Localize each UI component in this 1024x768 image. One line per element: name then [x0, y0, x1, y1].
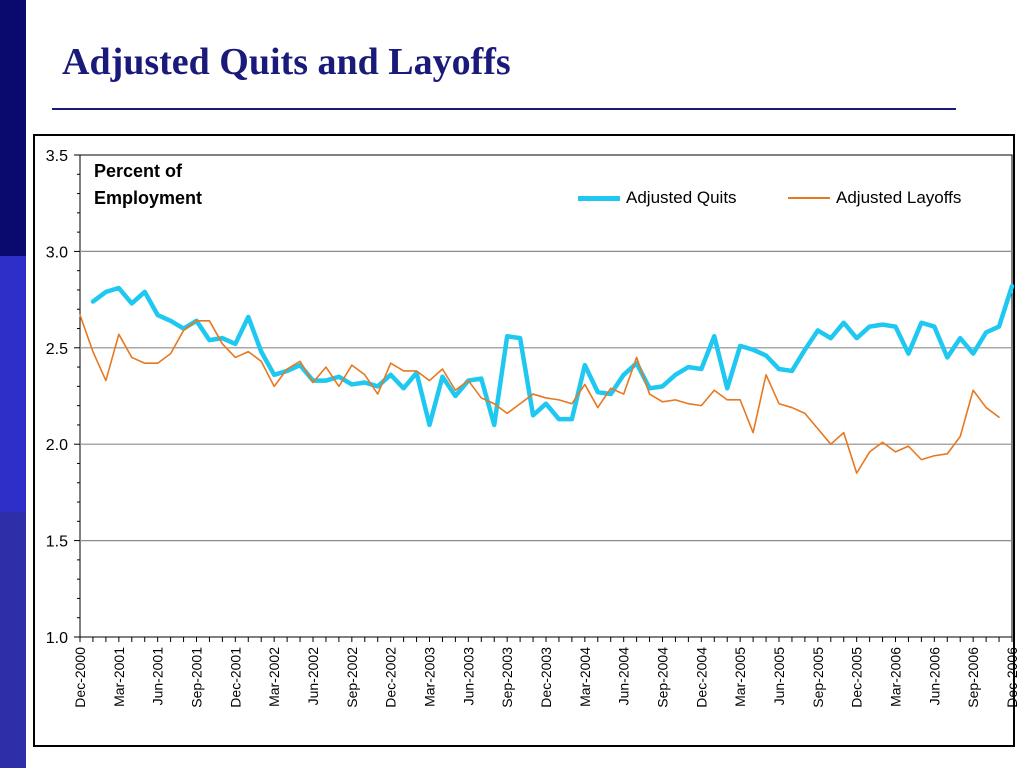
- sidebar-segment-bottom: [0, 512, 26, 768]
- y-tick-label: 1.5: [46, 534, 68, 551]
- y-tick-label: 2.0: [46, 437, 68, 454]
- series-line-quits: [90, 283, 1015, 428]
- x-tick-label: Jun-2001: [150, 647, 166, 706]
- x-tick-label: Sep-2004: [655, 647, 671, 708]
- series-line-layoffs: [79, 314, 1000, 474]
- legend-swatch-layoffs: [788, 197, 830, 199]
- x-tick-label: Dec-2000: [72, 647, 88, 708]
- legend-item-layoffs: Adjusted Layoffs: [788, 186, 961, 210]
- y-tick-label: 1.0: [46, 630, 68, 647]
- x-tick-label: Dec-2002: [383, 647, 399, 708]
- legend-item-quits: Adjusted Quits: [578, 186, 737, 210]
- title-underline: [52, 108, 956, 110]
- y-tick-label: 2.5: [46, 341, 68, 358]
- x-tick-label: Dec-2004: [693, 647, 709, 708]
- x-tick-label: Jun-2005: [771, 647, 787, 706]
- x-tick-label: Dec-2005: [849, 647, 865, 708]
- x-tick-label: Dec-2006: [1004, 647, 1020, 708]
- x-tick-label: Sep-2006: [965, 647, 981, 708]
- x-tick-label: Sep-2001: [189, 647, 205, 708]
- x-tick-label: Jun-2003: [460, 647, 476, 706]
- y-tick-label: 3.5: [46, 148, 68, 165]
- chart-frame: [33, 134, 1015, 747]
- legend-swatch-quits: [578, 195, 620, 201]
- slide-title: Adjusted Quits and Layoffs: [62, 41, 511, 83]
- x-tick-label: Mar-2001: [111, 647, 127, 707]
- sidebar-segment-middle: [0, 256, 26, 512]
- x-tick-label: Jun-2004: [616, 647, 632, 706]
- sidebar-segment-top: [0, 0, 26, 256]
- plot-area: [79, 154, 1013, 638]
- x-tick-label: Sep-2002: [344, 647, 360, 708]
- x-tick-label: Dec-2001: [227, 647, 243, 708]
- legend-label-quits: Adjusted Quits: [626, 188, 737, 207]
- x-tick-label: Jun-2006: [926, 647, 942, 706]
- x-tick-label: Dec-2003: [538, 647, 554, 708]
- x-tick-label: Sep-2005: [810, 647, 826, 708]
- x-tick-label: Mar-2006: [888, 647, 904, 707]
- x-tick-label: Jun-2002: [305, 647, 321, 706]
- x-tick-label: Mar-2005: [732, 647, 748, 707]
- x-tick-label: Mar-2003: [422, 647, 438, 707]
- x-tick-label: Sep-2003: [499, 647, 515, 708]
- y-axis-label: Percent of Employment: [94, 161, 203, 208]
- x-tick-label: Mar-2002: [266, 647, 282, 707]
- y-tick-label: 3.0: [46, 244, 68, 261]
- legend-label-layoffs: Adjusted Layoffs: [836, 188, 962, 207]
- x-tick-label: Mar-2004: [577, 647, 593, 707]
- sidebar-decoration: [0, 0, 26, 768]
